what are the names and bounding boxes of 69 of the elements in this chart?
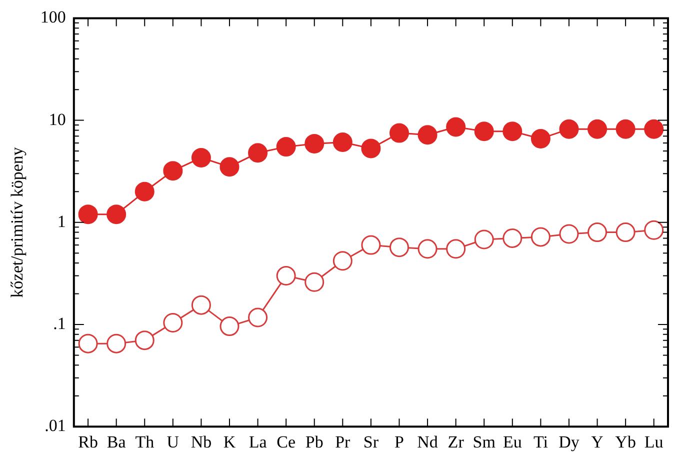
point [163, 313, 183, 333]
x-tick-label: Nb [190, 432, 212, 452]
point [559, 119, 579, 139]
x-tick-label: Dy [558, 432, 580, 452]
point [78, 334, 98, 354]
x-tick-label: Zr [448, 432, 464, 452]
point [502, 122, 522, 142]
x-tick-label: Pb [305, 432, 324, 452]
x-tick-label: Ce [276, 432, 296, 452]
point [332, 132, 352, 152]
point [163, 161, 183, 181]
point [530, 128, 550, 148]
point [361, 138, 381, 158]
x-tick-label: Yb [615, 432, 636, 452]
point [276, 137, 296, 157]
point [418, 125, 438, 145]
point [530, 227, 550, 247]
point [361, 235, 381, 255]
x-tick-label: Sr [363, 432, 379, 452]
point [446, 239, 466, 259]
y-tick-label: .1 [53, 314, 66, 333]
point [588, 119, 608, 139]
point [106, 204, 126, 224]
x-tick-label: K [223, 432, 236, 452]
point [276, 266, 296, 286]
point [389, 123, 409, 143]
point [446, 117, 466, 137]
x-tick-label: La [248, 432, 268, 452]
point [616, 222, 636, 242]
point [191, 295, 211, 315]
point [304, 272, 324, 292]
x-tick-label: Nd [417, 432, 438, 452]
x-tick-label: Sm [472, 432, 496, 452]
point [191, 148, 211, 168]
point [502, 228, 522, 248]
x-tick-label: Ba [106, 432, 126, 452]
point [616, 119, 636, 139]
x-tick-label: P [394, 432, 404, 452]
x-tick-label: Th [135, 432, 155, 452]
point [644, 119, 664, 139]
y-tick-label: 1 [57, 212, 66, 231]
point [418, 239, 438, 259]
y-tick-label: 100 [40, 8, 66, 27]
point [134, 182, 154, 202]
point [220, 316, 240, 336]
point [474, 230, 494, 250]
y-axis-title: kőzet/primitív köpeny [8, 146, 27, 298]
point [474, 122, 494, 142]
point [559, 224, 579, 244]
point [220, 157, 240, 177]
point [248, 143, 268, 163]
y-tick-label: 10 [48, 110, 66, 129]
x-tick-label: U [166, 432, 180, 452]
point [78, 204, 98, 224]
point [588, 222, 608, 242]
point [389, 238, 409, 258]
x-tick-label: Ti [533, 432, 548, 452]
x-tick-label: Eu [502, 432, 522, 452]
x-tick-label: Rb [78, 432, 98, 452]
point [332, 251, 352, 271]
x-tick-label: Lu [644, 432, 664, 452]
point [644, 220, 664, 240]
x-tick-label: Y [591, 432, 604, 452]
point [304, 134, 324, 154]
point [106, 334, 126, 354]
point [134, 330, 154, 350]
x-tick-label: Pr [335, 432, 351, 452]
y-tick-label: .01 [44, 416, 66, 436]
point [248, 308, 268, 328]
